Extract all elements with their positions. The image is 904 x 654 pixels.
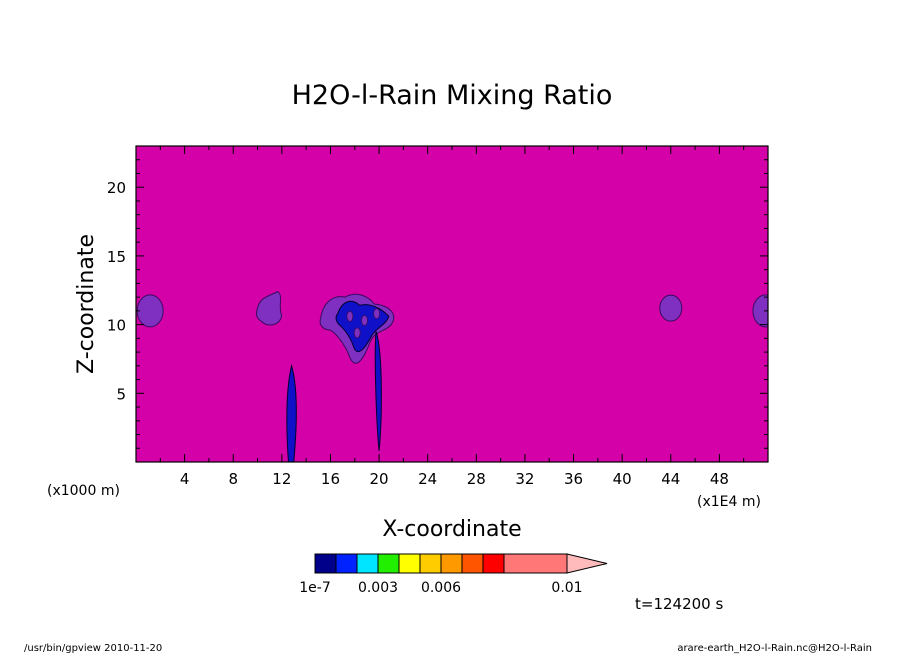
colorbar (314, 553, 608, 574)
colorbar-cell (419, 553, 442, 574)
cloud-blob-left-edge (136, 294, 164, 328)
x-tick-label: 40 (613, 470, 632, 488)
y-tick-label: 5 (116, 385, 126, 403)
colorbar-cell (461, 553, 484, 574)
x-tick-label: 8 (228, 470, 238, 488)
colorbar-cell (398, 553, 421, 574)
colorbar-cell (335, 553, 358, 574)
colorbar-cell (503, 553, 568, 574)
cloud-blob-right-edge (752, 294, 768, 328)
chart-title: H2O-l-Rain Mixing Ratio (292, 80, 613, 111)
rain-cell-pocket (373, 308, 381, 320)
rain-cell-pocket (361, 315, 368, 326)
x-axis: 4 8 12 16 20 24 28 32 36 40 44 48 (159, 146, 745, 488)
colorbar-cell (482, 553, 505, 574)
colorbar-cell (440, 553, 463, 574)
colorbar-arrow (566, 553, 608, 574)
contour-features (136, 291, 768, 462)
rain-shaft-x20 (374, 331, 382, 452)
y-tick-label: 20 (107, 179, 126, 197)
footer-right: arare-earth_H2O-l-Rain.nc@H2O-l-Rain (677, 643, 872, 654)
colorbar-cell (314, 553, 337, 574)
x-tick-label: 12 (272, 470, 291, 488)
colorbar-label: 1e-7 (299, 580, 330, 596)
x-tick-label: 44 (661, 470, 680, 488)
x-axis-label: X-coordinate (382, 517, 521, 542)
cloud-blob-x11 (255, 291, 283, 326)
colorbar-label: 0.01 (551, 580, 582, 596)
x-tick-label: 48 (710, 470, 729, 488)
colorbar-cell (377, 553, 400, 574)
footer-left: /usr/bin/gpview 2010-11-20 (24, 643, 162, 654)
colorbar-cell (356, 553, 379, 574)
rain-cell-pocket (346, 310, 354, 322)
cloud-blob-x44 (659, 294, 683, 322)
x-unit-right: (x1E4 m) (697, 494, 761, 510)
colorbar-label: 0.003 (358, 580, 398, 596)
rain-shaft-x13 (286, 363, 297, 462)
x-tick-label: 20 (370, 470, 389, 488)
colorbar-label: 0.006 (421, 580, 461, 596)
x-tick-label: 28 (467, 470, 486, 488)
x-tick-label: 16 (321, 470, 340, 488)
colorbar-labels: 1e-7 0.003 0.006 0.01 (299, 580, 582, 596)
rain-cell-pocket (353, 327, 361, 339)
y-tick-label: 10 (107, 317, 126, 335)
x-unit-left: (x1000 m) (47, 483, 120, 499)
x-tick-label: 24 (418, 470, 437, 488)
time-label: t=124200 s (635, 595, 723, 613)
y-axis-label: Z-coordinate (74, 234, 99, 374)
x-tick-label: 4 (180, 470, 190, 488)
x-tick-label: 36 (564, 470, 583, 488)
x-tick-label: 32 (515, 470, 534, 488)
y-tick-label: 15 (107, 248, 126, 266)
y-axis: 5 10 15 20 (107, 159, 768, 449)
